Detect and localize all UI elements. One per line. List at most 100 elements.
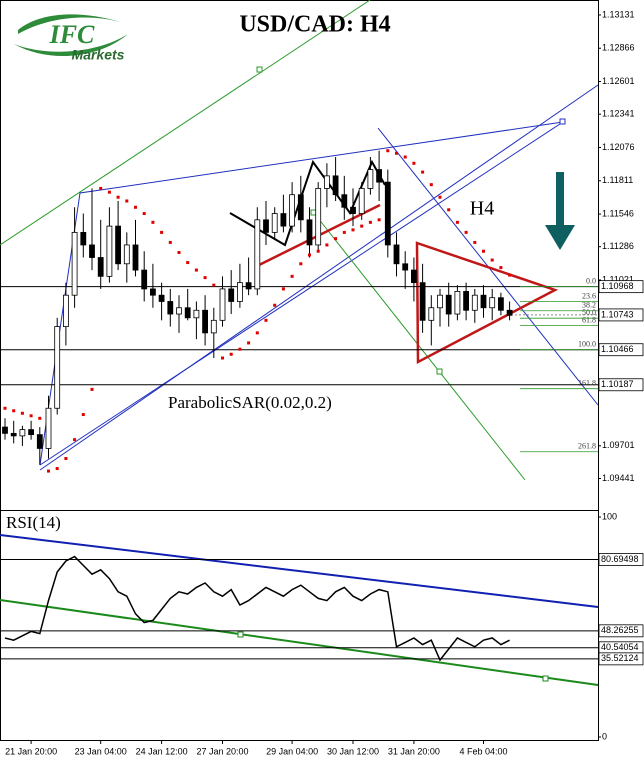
sar-dot [342, 230, 346, 234]
sar-dot [3, 406, 7, 410]
sar-dot [377, 218, 381, 222]
sar-dot [386, 149, 390, 153]
candle-body [350, 206, 356, 214]
y-tick-label: 1.12341 [602, 109, 635, 119]
y-tick-label: 1.09441 [602, 473, 635, 483]
sar-dot [212, 283, 216, 287]
y-tick-label: 1.11811 [602, 175, 633, 185]
rsi-level-label: 35.52124 [601, 653, 639, 663]
rsi-title: RSI(14) [6, 513, 61, 532]
candle-body [263, 219, 269, 233]
sar-dot [273, 303, 277, 307]
candle-body [2, 426, 8, 434]
sar-dot [455, 220, 459, 224]
candle-body [306, 219, 313, 246]
x-tick-label: 21 Jan 20:00 [5, 746, 57, 756]
candle-body [506, 309, 513, 316]
trend-line [39, 121, 564, 466]
sar-dot [229, 352, 233, 356]
sar-dot [395, 151, 398, 155]
sar-dot [99, 186, 103, 190]
y-tick-label: 1.09701 [602, 440, 635, 450]
sar-dot [429, 183, 433, 187]
candle-body [36, 434, 43, 449]
candle-body [28, 429, 35, 436]
last-price-label-box [598, 308, 644, 322]
candle-body [419, 282, 426, 321]
candle-body [193, 309, 200, 319]
candle-body [89, 244, 95, 258]
rsi-level-label-box [598, 553, 644, 566]
candle-body [437, 294, 443, 309]
rsi-level-label-box [598, 624, 644, 638]
candle-body [332, 175, 339, 196]
triangle [415, 241, 559, 365]
candle-body [63, 294, 69, 328]
anchor [256, 66, 263, 73]
candle-body [141, 269, 148, 290]
sar-dot [508, 273, 512, 277]
candle-body [497, 297, 504, 311]
candle-body [489, 297, 496, 309]
x-tick-label: 27 Jan 20:00 [196, 746, 248, 756]
trend-line [39, 121, 564, 466]
candle-body [367, 169, 374, 189]
x-tick-label: 4 Feb 04:00 [459, 746, 507, 756]
logo-brand: IFC [49, 20, 95, 49]
sar-dot [20, 411, 24, 415]
candle-body [410, 269, 417, 284]
sar-dot [334, 237, 338, 241]
anchor [310, 209, 317, 216]
logo: IFC Markets [14, 14, 128, 63]
rsi-level-label: 40.54054 [601, 642, 639, 652]
fib-label: 23.6 [582, 291, 596, 300]
candle-body [289, 194, 296, 227]
sar-dot [447, 208, 451, 212]
y-tick-label: 1.13131 [602, 9, 635, 19]
sar-dot [316, 249, 320, 253]
sar-dot [403, 155, 407, 159]
candle-body [210, 319, 217, 334]
candle-body [19, 429, 26, 437]
sar-dot [151, 220, 155, 224]
fib-label: 50.0 [582, 308, 596, 317]
logo-swoosh [18, 14, 120, 34]
rsi-trend-line [0, 534, 599, 608]
candle-body [236, 282, 243, 302]
sar-dot [142, 212, 146, 216]
anchor [436, 368, 443, 375]
candle-body [158, 294, 165, 302]
candle-body [341, 194, 348, 208]
x-tick-label: 23 Jan 04:00 [75, 746, 127, 756]
candle-body [454, 291, 461, 315]
sar-dot [421, 170, 425, 174]
x-tick-label: 30 Jan 12:00 [327, 746, 379, 756]
anchor [542, 675, 549, 682]
candle-body [123, 244, 130, 265]
candle-body [184, 307, 191, 319]
sar-dot [194, 268, 198, 272]
candle-body [358, 188, 365, 214]
candle-body [176, 307, 182, 315]
sar-dot [368, 220, 372, 224]
y-tick-label: 1.12866 [602, 43, 635, 53]
sar-dot [490, 258, 494, 262]
candle-body [384, 181, 391, 246]
candle-body [149, 288, 156, 296]
rsi-level-label: 80.69498 [601, 554, 639, 564]
sar-dot [360, 224, 364, 228]
candle-body [480, 294, 487, 309]
level-label: 1.10187 [601, 379, 634, 389]
sar-dot [482, 249, 485, 253]
candle-body [167, 301, 174, 315]
candle-body [245, 282, 252, 290]
sar-dot [299, 262, 303, 266]
y-tick-label: 1.11021 [602, 274, 634, 284]
sar-dot [12, 409, 16, 413]
zigzag [229, 159, 386, 247]
sar-dot [264, 318, 268, 322]
sar-dot [107, 190, 111, 194]
candle-body [97, 257, 104, 277]
sar-dot [438, 195, 442, 199]
candle-body [80, 231, 87, 246]
